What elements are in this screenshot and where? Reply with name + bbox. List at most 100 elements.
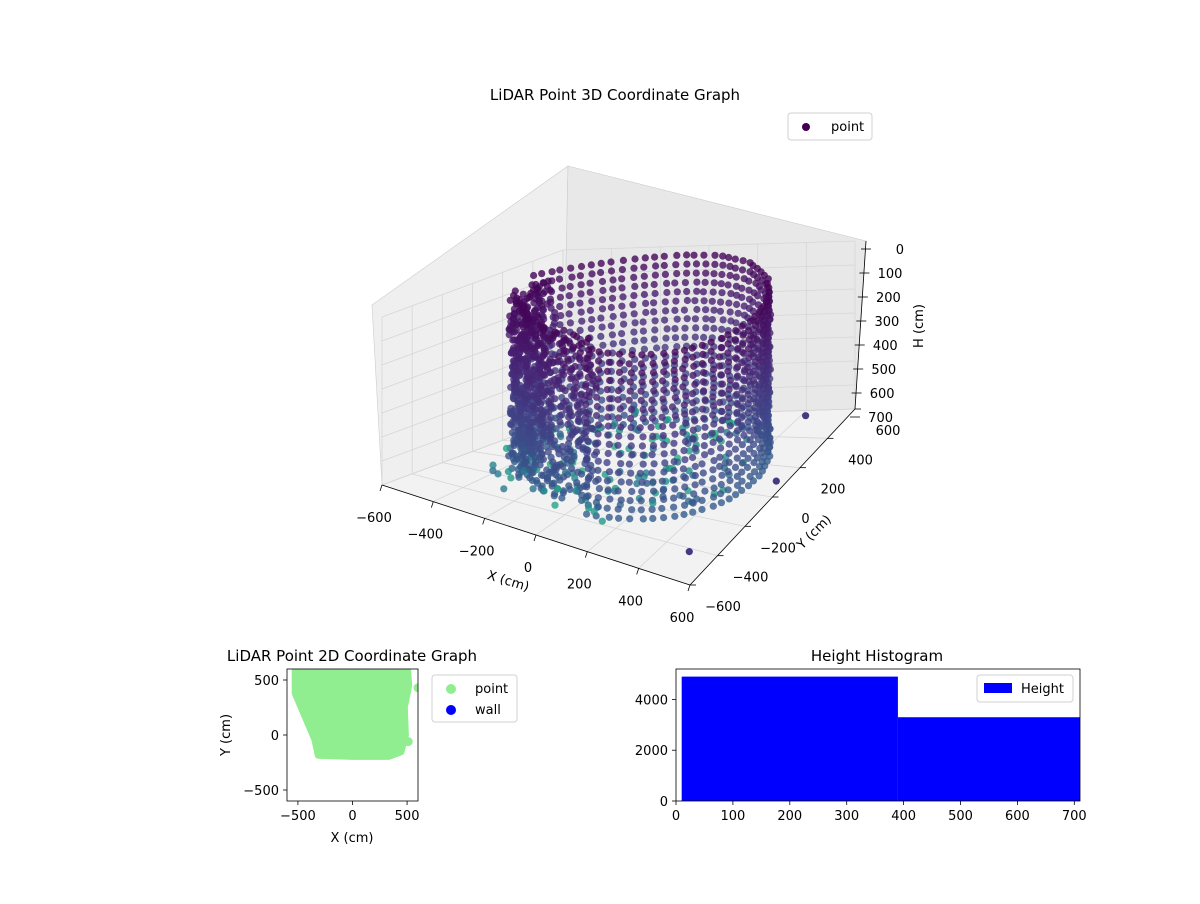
point-3d bbox=[593, 412, 601, 420]
point-3d bbox=[750, 459, 758, 467]
x-tick-label-histogram: 500 bbox=[948, 809, 973, 824]
point-3d bbox=[749, 298, 757, 306]
point-3d bbox=[614, 505, 622, 513]
point-3d bbox=[681, 355, 689, 363]
point-3d bbox=[701, 487, 709, 495]
point-3d bbox=[740, 431, 748, 439]
point-3d bbox=[637, 506, 645, 514]
point-3d bbox=[738, 359, 746, 367]
point-3d bbox=[631, 337, 639, 345]
point-3d bbox=[718, 407, 726, 416]
point-3d bbox=[504, 468, 512, 476]
point-3d bbox=[683, 296, 692, 305]
point-3d bbox=[551, 437, 559, 445]
point-3d bbox=[552, 471, 560, 479]
point-3d bbox=[539, 413, 547, 421]
chart-2d-title: LiDAR Point 2D Coordinate Graph bbox=[227, 647, 477, 665]
point-3d bbox=[759, 348, 767, 356]
point-3d bbox=[639, 460, 647, 468]
point-3d bbox=[584, 492, 592, 500]
point-3d bbox=[626, 497, 634, 505]
point-3d bbox=[557, 432, 565, 441]
point-3d bbox=[528, 344, 536, 352]
point-3d bbox=[639, 327, 648, 335]
point-3d bbox=[744, 418, 752, 426]
point-3d bbox=[681, 410, 689, 418]
point-3d bbox=[526, 447, 534, 455]
point-3d bbox=[724, 468, 732, 476]
point-3d bbox=[555, 450, 563, 458]
point-3d bbox=[651, 289, 659, 298]
point-3d bbox=[733, 454, 741, 462]
point-3d bbox=[603, 459, 611, 467]
point-3d bbox=[583, 483, 591, 491]
point-3d bbox=[689, 426, 698, 434]
point-3d bbox=[689, 508, 697, 516]
point-3d bbox=[616, 359, 624, 367]
point-3d bbox=[718, 270, 726, 279]
point-3d bbox=[595, 357, 603, 365]
point-3d bbox=[661, 359, 669, 367]
point-3d bbox=[537, 471, 546, 479]
point-3d bbox=[593, 393, 601, 401]
point-3d bbox=[626, 378, 634, 386]
point-3d bbox=[543, 474, 552, 482]
point-3d bbox=[754, 344, 762, 352]
point-3d bbox=[627, 442, 635, 450]
point-3d bbox=[683, 287, 691, 296]
point-3d bbox=[681, 483, 689, 491]
point-3d bbox=[618, 266, 627, 274]
point-3d bbox=[598, 305, 607, 313]
point-3d bbox=[743, 463, 752, 472]
point-3d bbox=[750, 449, 758, 458]
point-3d bbox=[535, 299, 544, 307]
point-3d bbox=[671, 394, 680, 402]
x-tick bbox=[687, 584, 691, 592]
legend-2d-wall-marker bbox=[446, 705, 456, 715]
point-3d bbox=[638, 351, 646, 359]
point-3d bbox=[745, 445, 754, 453]
x-tick-label: 400 bbox=[618, 594, 643, 609]
point-3d bbox=[662, 334, 670, 342]
point-3d bbox=[732, 273, 740, 281]
x-tick-label: 600 bbox=[670, 611, 695, 626]
point-3d bbox=[702, 324, 710, 332]
point-3d bbox=[642, 308, 650, 317]
point-3d bbox=[698, 341, 706, 349]
y-tick-label: 0 bbox=[801, 512, 809, 527]
point-3d bbox=[510, 381, 518, 389]
point-3d bbox=[554, 358, 562, 366]
point-3d bbox=[569, 343, 578, 351]
histogram-bars bbox=[681, 676, 1080, 801]
point-3d bbox=[570, 385, 578, 393]
point-3d bbox=[625, 360, 633, 368]
point-3d bbox=[648, 469, 656, 477]
point-3d bbox=[744, 390, 752, 399]
point-3d bbox=[520, 466, 528, 475]
point-3d bbox=[724, 404, 733, 412]
point-3d bbox=[510, 423, 518, 431]
x-tick bbox=[430, 501, 434, 508]
x-tick bbox=[584, 551, 588, 558]
point-3d bbox=[649, 478, 657, 486]
point-3d bbox=[565, 405, 573, 413]
point-3d bbox=[692, 269, 700, 277]
point-3d bbox=[691, 462, 699, 471]
point-3d bbox=[489, 461, 497, 469]
point-3d bbox=[699, 378, 708, 386]
point-3d bbox=[615, 450, 623, 459]
point-3d bbox=[689, 399, 697, 407]
point-3d bbox=[531, 384, 539, 392]
point-3d bbox=[626, 515, 634, 523]
point-3d bbox=[733, 436, 742, 444]
point-3d bbox=[727, 290, 735, 298]
point-3d bbox=[522, 363, 530, 371]
point-3d bbox=[710, 457, 718, 465]
x-tick-label-2d: 500 bbox=[395, 809, 420, 824]
scatter-2d-points bbox=[291, 669, 418, 760]
h-tick-label: 300 bbox=[874, 315, 899, 330]
point-3d bbox=[564, 420, 572, 428]
point-3d bbox=[603, 477, 612, 485]
point-3d bbox=[732, 491, 740, 499]
point-3d bbox=[510, 375, 518, 383]
